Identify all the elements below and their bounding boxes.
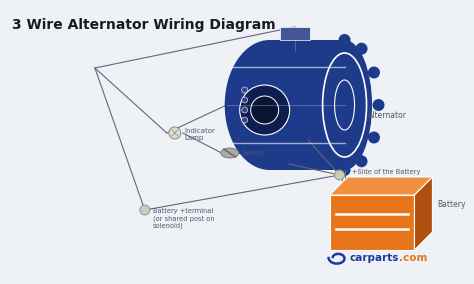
Ellipse shape	[309, 131, 321, 143]
Ellipse shape	[368, 131, 380, 143]
Circle shape	[169, 127, 181, 139]
Ellipse shape	[251, 96, 279, 124]
Ellipse shape	[356, 155, 367, 167]
Circle shape	[242, 97, 248, 103]
Text: 3 Wire Alternator Wiring Diagram: 3 Wire Alternator Wiring Diagram	[12, 18, 275, 32]
Ellipse shape	[305, 99, 317, 111]
Ellipse shape	[373, 99, 384, 111]
Ellipse shape	[225, 40, 315, 170]
Polygon shape	[329, 195, 414, 250]
Polygon shape	[414, 177, 432, 250]
Text: .com: .com	[400, 253, 428, 263]
Ellipse shape	[221, 148, 239, 158]
Text: Switch: Switch	[242, 150, 265, 156]
Ellipse shape	[240, 85, 290, 135]
Ellipse shape	[321, 155, 334, 167]
Polygon shape	[329, 177, 432, 195]
Circle shape	[140, 205, 150, 215]
Polygon shape	[270, 40, 345, 170]
Text: Battery: Battery	[438, 200, 466, 209]
Circle shape	[335, 170, 345, 180]
Circle shape	[242, 107, 248, 113]
Ellipse shape	[317, 40, 372, 170]
Ellipse shape	[338, 164, 351, 176]
Circle shape	[242, 87, 248, 93]
Text: Battery +terminal
(or shared post on
solenoid): Battery +terminal (or shared post on sol…	[153, 208, 214, 229]
Ellipse shape	[368, 66, 380, 78]
Text: Indicator
Lamp: Indicator Lamp	[185, 128, 216, 141]
Ellipse shape	[338, 34, 351, 46]
Text: carparts: carparts	[349, 253, 399, 263]
Circle shape	[242, 117, 248, 123]
Polygon shape	[280, 27, 310, 40]
Ellipse shape	[356, 43, 367, 55]
Ellipse shape	[321, 43, 334, 55]
Text: +Side of the Battery: +Side of the Battery	[352, 169, 420, 175]
Text: Alternator: Alternator	[367, 110, 407, 120]
Ellipse shape	[309, 66, 321, 78]
